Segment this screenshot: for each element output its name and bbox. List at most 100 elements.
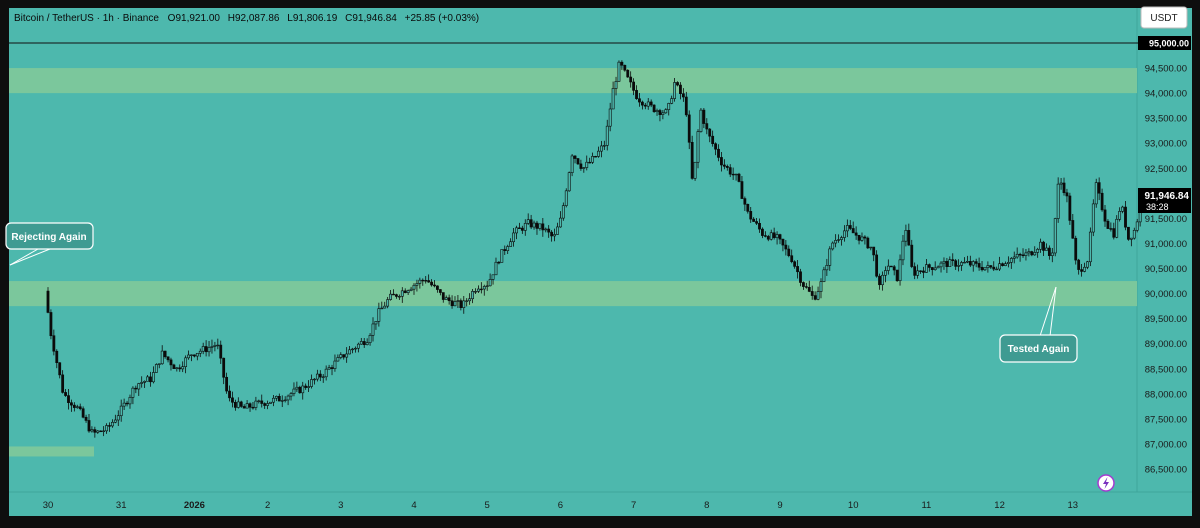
candle-body: [837, 239, 840, 241]
candle-body: [146, 376, 149, 382]
candle-body: [154, 364, 158, 373]
candle-body: [775, 234, 779, 238]
candle-body: [193, 354, 196, 357]
candle-body: [863, 236, 867, 239]
callout-tested-again[interactable]: Tested Again: [999, 286, 1078, 363]
candle-body: [412, 284, 416, 290]
candle-body: [895, 269, 899, 282]
candle-body: [813, 295, 817, 300]
candle-body: [96, 430, 100, 433]
candle-body: [453, 301, 457, 307]
candle-body: [939, 262, 943, 268]
time-tick-label: 30: [43, 500, 54, 511]
candle-body: [664, 109, 668, 114]
time-tick-label: 3: [338, 500, 343, 511]
time-axis[interactable]: [9, 492, 1192, 516]
candle-body: [927, 264, 931, 268]
candle-body: [922, 270, 925, 273]
candle-body: [187, 354, 190, 359]
candle-body: [216, 344, 220, 347]
candle-body: [236, 401, 240, 408]
candle-body: [872, 246, 876, 256]
candle-body: [310, 379, 313, 387]
callout-box[interactable]: [5, 222, 94, 250]
candle-body: [772, 232, 776, 238]
candle-body: [875, 254, 879, 277]
time-tick-label: 4: [411, 500, 416, 511]
candle-body: [1039, 241, 1042, 250]
candle-body: [752, 218, 756, 222]
time-tick-label: 13: [1068, 500, 1079, 511]
lightning-icon[interactable]: [1097, 474, 1115, 492]
candle-body: [576, 158, 580, 165]
candle-body: [676, 82, 679, 86]
candle-body: [579, 163, 583, 169]
candle-body: [1001, 263, 1004, 266]
candle-body: [371, 323, 375, 336]
candle-body: [960, 262, 963, 266]
candle-body: [356, 343, 360, 349]
price-tick-label: 90,500.00: [1145, 264, 1187, 275]
candle-body: [869, 246, 873, 249]
candle-body: [494, 261, 498, 276]
time-tick-label: 8: [704, 500, 709, 511]
candle-body: [377, 308, 381, 322]
price-tick-label: 90,000.00: [1145, 289, 1187, 300]
price-tick-label: 88,500.00: [1145, 364, 1187, 375]
candle-body: [125, 402, 129, 405]
candle-body: [90, 429, 94, 432]
candle-body: [591, 156, 595, 163]
currency-button-label[interactable]: USDT: [1150, 13, 1177, 24]
candle-body: [825, 265, 829, 271]
candle-body: [485, 285, 489, 287]
candle-body: [758, 222, 761, 230]
candle-body: [796, 266, 799, 273]
candle-body: [1118, 211, 1122, 220]
candle-body: [553, 234, 556, 237]
candle-body: [907, 230, 911, 246]
candle-body: [673, 82, 676, 99]
price-tick-label: 93,000.00: [1145, 139, 1187, 150]
currency-button[interactable]: USDT: [1140, 6, 1188, 29]
candle-body: [304, 385, 308, 388]
candle-body: [602, 145, 606, 147]
callout-box[interactable]: [999, 334, 1078, 363]
candle-body: [333, 360, 337, 369]
candle-body: [848, 225, 852, 229]
candle-body: [992, 266, 996, 270]
candle-body: [819, 281, 823, 292]
candle-body: [1094, 182, 1098, 205]
candle-body: [354, 347, 357, 350]
candle-body: [298, 386, 302, 394]
candle-body: [318, 373, 322, 378]
candle-body: [248, 403, 252, 408]
close-value: 91,946.84: [352, 13, 397, 24]
candle-body: [737, 173, 741, 182]
currency-button-bg[interactable]: [1140, 6, 1188, 29]
candle-body: [1009, 258, 1013, 263]
resistance-price-tag: 95,000.00: [1138, 36, 1191, 50]
price-tick-label: 87,500.00: [1145, 414, 1187, 425]
price-tick-label: 94,500.00: [1145, 64, 1187, 75]
candle-body: [61, 374, 65, 393]
candle-body: [1065, 192, 1069, 197]
candle-body: [720, 157, 723, 166]
candle-body: [556, 226, 559, 235]
callout-rejecting-again[interactable]: Rejecting Again: [5, 222, 94, 266]
candle-body: [307, 386, 310, 388]
time-tick-label: 12: [994, 500, 1005, 511]
candle-body: [195, 352, 199, 357]
candle-body: [807, 287, 811, 292]
candle-body: [611, 88, 615, 110]
callout-pointer: [1039, 286, 1057, 337]
callout-pointer: [9, 248, 39, 266]
price-axis[interactable]: [1137, 8, 1192, 492]
candle-body: [75, 406, 79, 408]
candle-body: [643, 104, 647, 107]
candle-body: [465, 300, 469, 302]
candle-body: [761, 228, 764, 236]
candle-body: [1033, 252, 1037, 256]
candle-body: [515, 227, 518, 234]
